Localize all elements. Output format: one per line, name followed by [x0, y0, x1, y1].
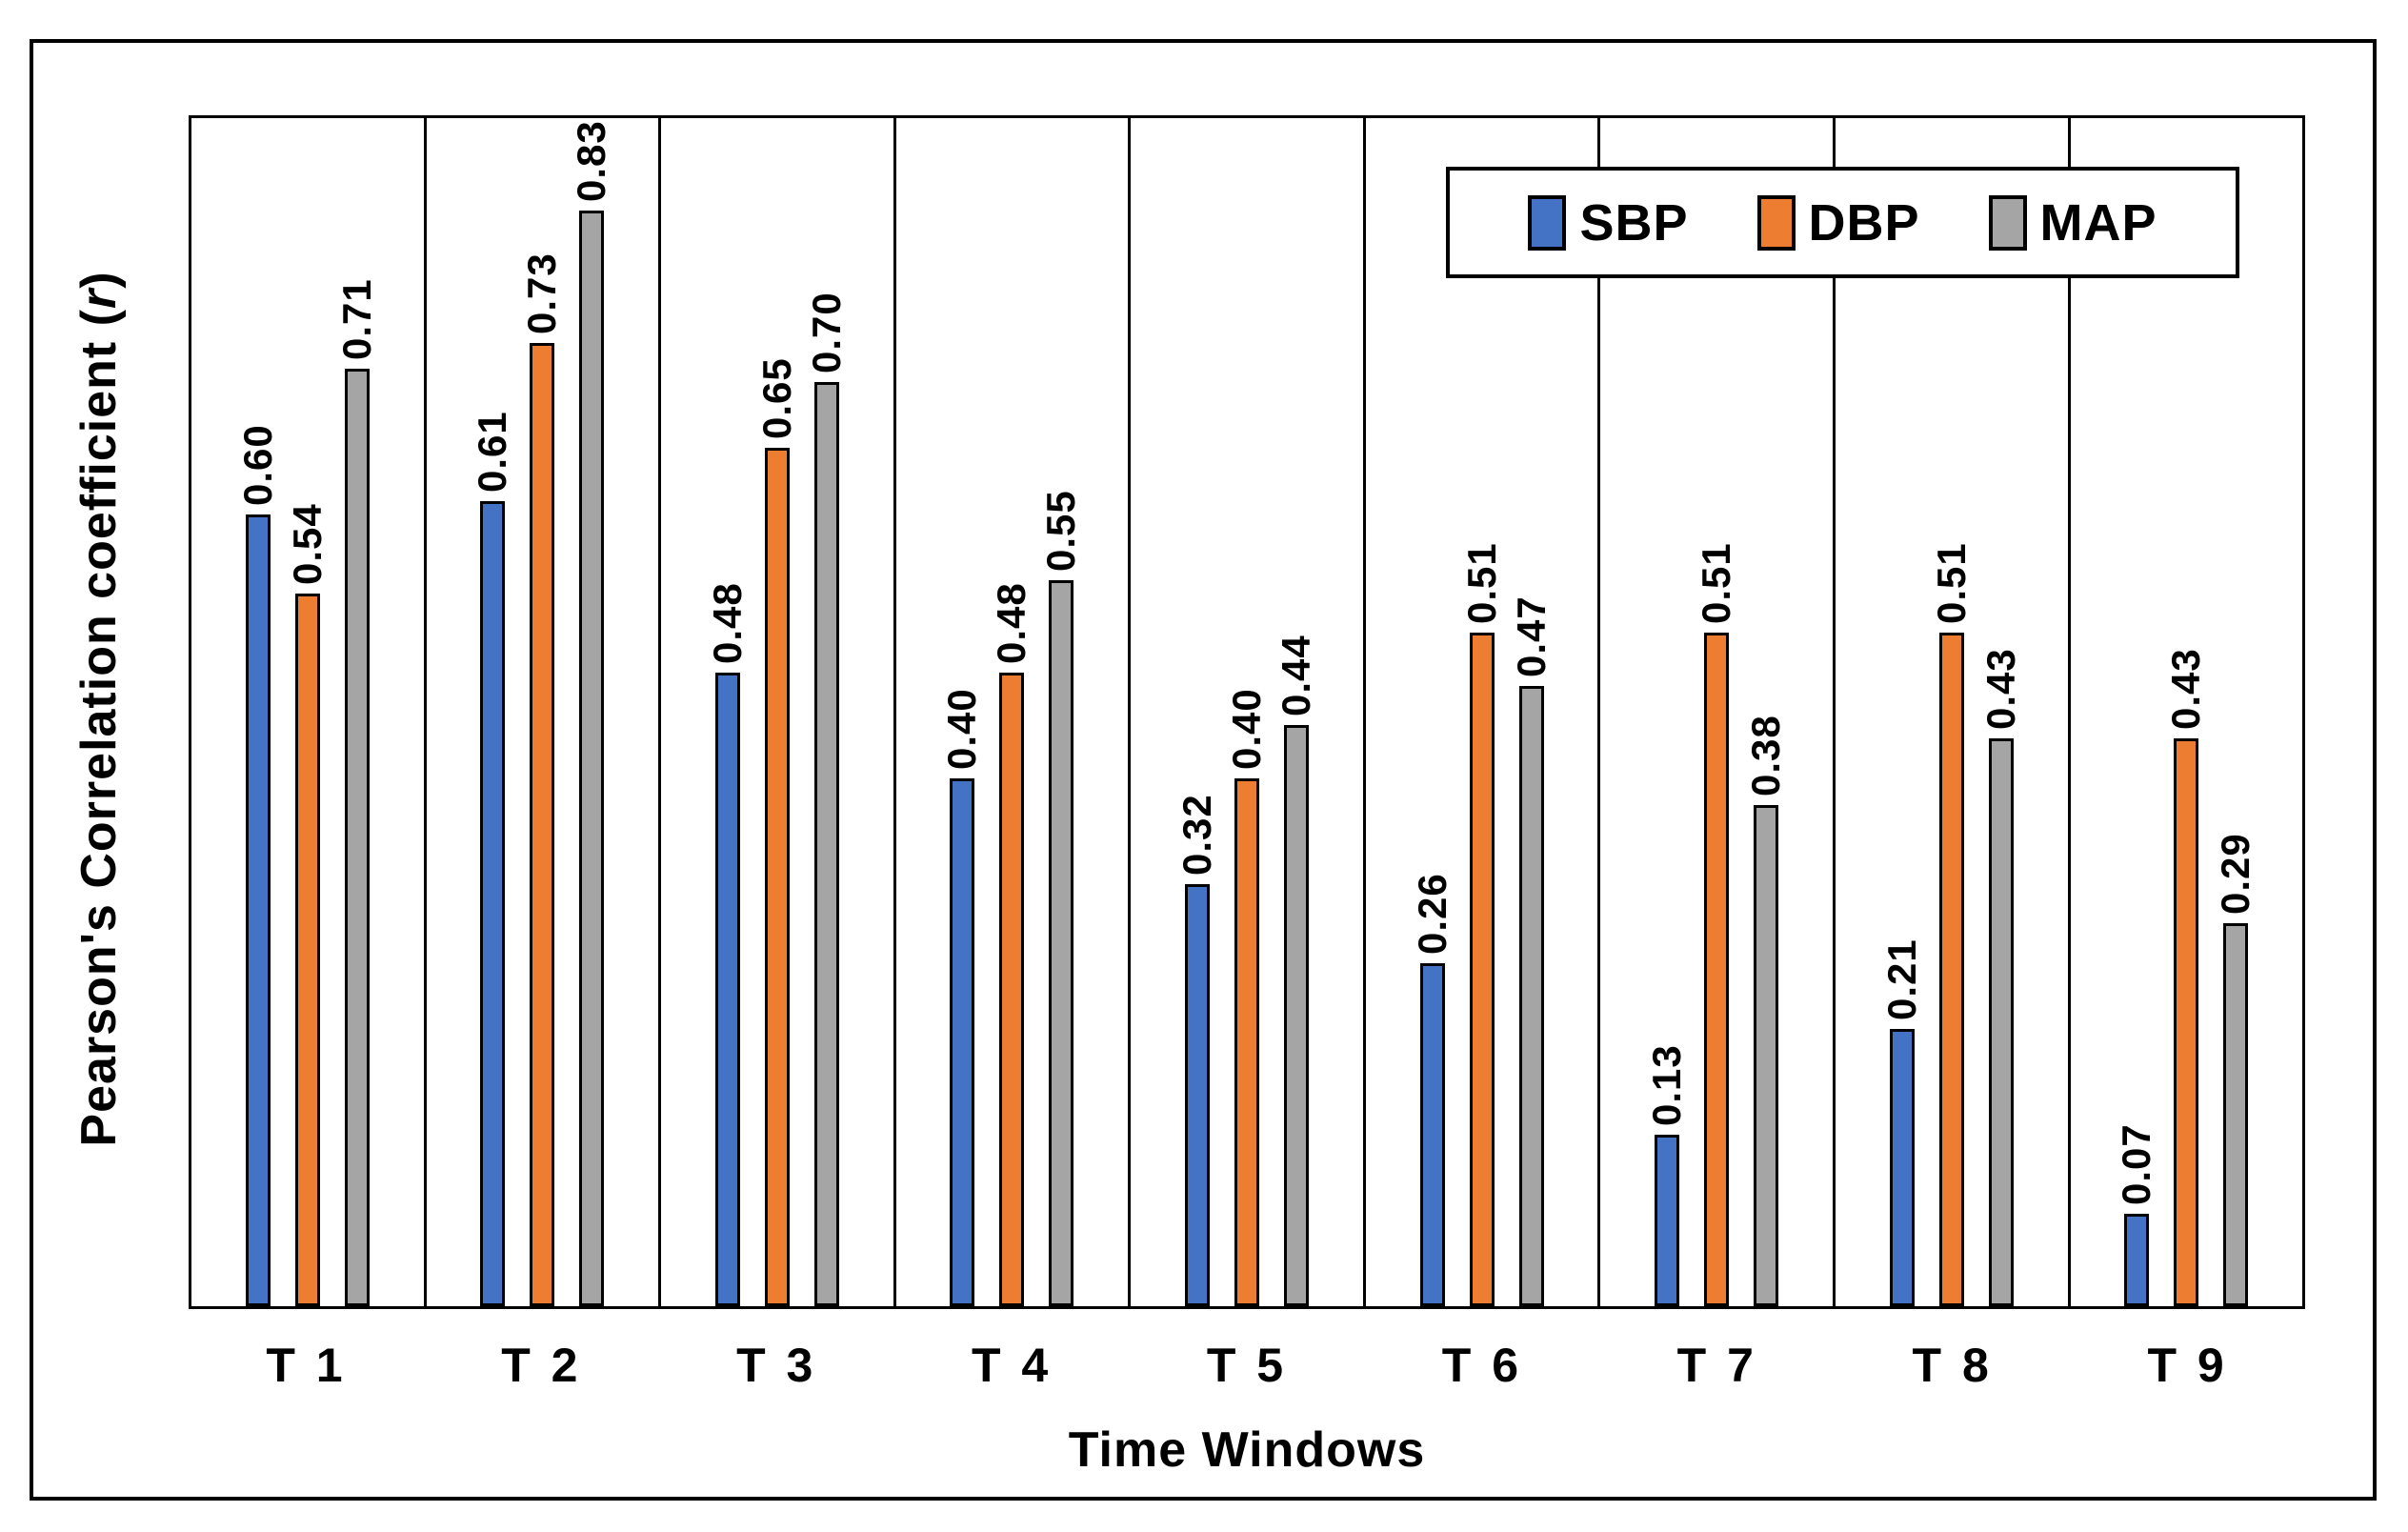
category-panel-t4: 0.40 0.48 0.55	[896, 118, 1132, 1306]
bar-map-t8: 0.43	[1978, 648, 2023, 1306]
x-tick-label-t5: T 5	[1206, 1339, 1288, 1392]
plot-area: 0.60 0.54 0.71 0.61 0.73 0.83 0.48 0.65 0.70 0.40…	[189, 115, 2305, 1309]
bar-dbp-t5: 0.40	[1224, 688, 1269, 1306]
category-panel-t9: 0.07 0.43 0.29	[2071, 118, 2303, 1306]
value-label-dbp-t5: 0.40	[1224, 688, 1270, 770]
bar-sbp-t8: 0.21	[1879, 938, 1924, 1306]
category-panel-t7: 0.13 0.51 0.38	[1600, 118, 1836, 1306]
x-tick-label-t9: T 9	[2147, 1339, 2228, 1392]
value-label-dbp-t8: 0.51	[1928, 542, 1974, 625]
value-label-dbp-t1: 0.54	[284, 503, 330, 585]
bar-sbp-t6: 0.26	[1410, 873, 1455, 1306]
value-label-map-t1: 0.71	[333, 278, 379, 361]
legend: SBP DBP MAP	[1446, 167, 2239, 278]
legend-swatch-sbp	[1528, 194, 1567, 251]
x-tick-label-t7: T 7	[1676, 1339, 1757, 1392]
bar-dbp-t6: 0.51	[1459, 543, 1504, 1306]
category-panel-t1: 0.60 0.54 0.71	[191, 118, 427, 1306]
x-tick-label-t2: T 2	[501, 1339, 582, 1392]
value-label-map-t6: 0.47	[1508, 595, 1554, 677]
x-tick-label-t4: T 4	[971, 1339, 1053, 1392]
bar-dbp-t4: 0.48	[989, 582, 1033, 1306]
x-tick-label-t8: T 8	[1912, 1339, 1993, 1392]
value-label-dbp-t6: 0.51	[1458, 542, 1504, 625]
x-tick-label-t3: T 3	[736, 1339, 817, 1392]
legend-label-map: MAP	[2039, 193, 2157, 252]
bar-sbp-t4: 0.40	[939, 688, 984, 1306]
legend-label-sbp: SBP	[1579, 193, 1689, 252]
category-panel-t6: 0.26 0.51 0.47	[1366, 118, 1601, 1306]
legend-item-sbp: SBP	[1528, 193, 1688, 252]
bar-map-t7: 0.38	[1743, 715, 1788, 1306]
value-label-dbp-t2: 0.73	[519, 252, 565, 334]
value-label-map-t2: 0.83	[569, 120, 614, 202]
bar-map-t1: 0.71	[334, 279, 379, 1306]
value-label-map-t9: 0.29	[2213, 833, 2258, 916]
category-panels: 0.60 0.54 0.71 0.61 0.73 0.83 0.48 0.65 0.70 0.40…	[191, 118, 2302, 1306]
y-axis-title-italic-r: r	[71, 288, 127, 309]
value-label-sbp-t4: 0.40	[939, 688, 985, 770]
category-panel-t3: 0.48 0.65 0.70	[661, 118, 896, 1306]
figure-border	[30, 39, 2377, 1501]
y-axis-title-close-paren: )	[71, 271, 127, 289]
value-label-sbp-t2: 0.61	[470, 411, 515, 493]
bar-map-t2: 0.83	[569, 120, 613, 1306]
bar-dbp-t8: 0.51	[1929, 543, 1974, 1306]
value-label-map-t8: 0.43	[1977, 648, 2023, 731]
x-tick-label-t1: T 1	[266, 1339, 347, 1392]
value-label-sbp-t5: 0.32	[1174, 793, 1220, 876]
bar-dbp-t7: 0.51	[1694, 543, 1738, 1306]
value-label-map-t3: 0.70	[803, 292, 849, 374]
value-label-dbp-t7: 0.51	[1694, 542, 1739, 625]
value-label-sbp-t9: 0.07	[2114, 1123, 2159, 1206]
bar-map-t5: 0.44	[1274, 635, 1318, 1306]
value-label-sbp-t8: 0.21	[1878, 938, 1924, 1021]
bar-map-t4: 0.55	[1038, 490, 1083, 1306]
value-label-map-t4: 0.55	[1038, 490, 1084, 572]
x-tick-label-t6: T 6	[1441, 1339, 1523, 1392]
legend-item-map: MAP	[1988, 193, 2157, 252]
bar-dbp-t3: 0.65	[754, 358, 799, 1306]
category-panel-t5: 0.32 0.40 0.44	[1131, 118, 1366, 1306]
legend-swatch-dbp	[1756, 194, 1796, 251]
y-axis-title-text: Pearson's Correlation coefficient (	[71, 309, 127, 1147]
bar-dbp-t1: 0.54	[285, 503, 330, 1306]
x-axis-labels: T 1 T 2 T 3 T 4 T 5 T 6 T 7 T 8 T 9	[189, 1315, 2305, 1393]
value-label-map-t5: 0.44	[1274, 635, 1319, 717]
category-panel-t2: 0.61 0.73 0.83	[427, 118, 662, 1306]
value-label-map-t7: 0.38	[1743, 714, 1789, 796]
category-panel-t8: 0.21 0.51 0.43	[1836, 118, 2071, 1306]
bar-dbp-t2: 0.73	[519, 252, 564, 1306]
value-label-dbp-t4: 0.48	[989, 582, 1034, 664]
bar-sbp-t9: 0.07	[2114, 1123, 2158, 1306]
legend-label-dbp: DBP	[1808, 193, 1920, 252]
y-axis-title: Pearson's Correlation coefficient (r)	[70, 271, 128, 1146]
bar-map-t3: 0.70	[804, 292, 849, 1306]
bar-sbp-t3: 0.48	[705, 582, 750, 1306]
bar-map-t6: 0.47	[1509, 595, 1554, 1306]
value-label-dbp-t9: 0.43	[2163, 648, 2209, 731]
bar-dbp-t9: 0.43	[2163, 648, 2208, 1306]
value-label-sbp-t1: 0.60	[234, 423, 280, 506]
value-label-dbp-t3: 0.65	[753, 357, 799, 440]
value-label-sbp-t3: 0.48	[704, 582, 750, 664]
legend-item-dbp: DBP	[1756, 193, 1920, 252]
value-label-sbp-t7: 0.13	[1644, 1044, 1690, 1126]
bar-map-t9: 0.29	[2213, 833, 2258, 1306]
value-label-sbp-t6: 0.26	[1409, 873, 1455, 955]
x-axis-title: Time Windows	[1068, 1422, 1426, 1478]
bar-sbp-t7: 0.13	[1644, 1044, 1689, 1306]
bar-sbp-t2: 0.61	[470, 411, 514, 1306]
bar-sbp-t5: 0.32	[1174, 794, 1219, 1306]
legend-swatch-map	[1988, 194, 2027, 251]
bar-sbp-t1: 0.60	[235, 424, 280, 1306]
